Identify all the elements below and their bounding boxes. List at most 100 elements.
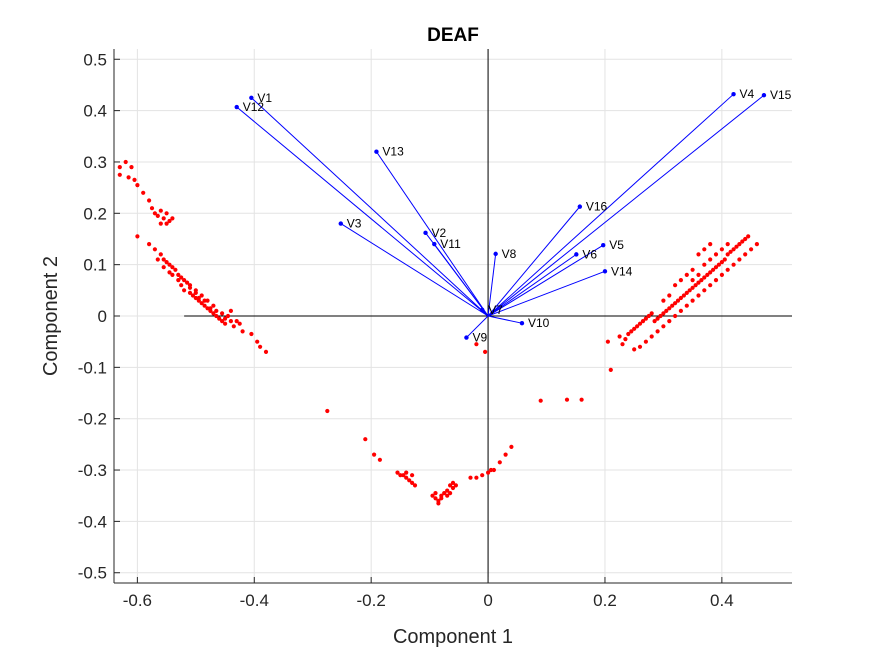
data-point (196, 295, 201, 301)
data-point (728, 249, 733, 254)
data-point (149, 206, 155, 211)
data-point (395, 470, 400, 475)
data-point (255, 339, 260, 344)
vector-label: V12 (243, 100, 265, 114)
data-point (147, 198, 152, 203)
data-point (135, 234, 140, 239)
data-point (608, 367, 613, 372)
data-point (702, 275, 707, 280)
data-point (430, 493, 435, 498)
vectors (234, 91, 767, 340)
data-point (690, 298, 695, 303)
x-tick-label: -0.4 (240, 591, 269, 610)
data-point (667, 319, 672, 324)
data-point (199, 293, 204, 298)
data-point (673, 301, 678, 306)
y-tick-label: -0.1 (78, 358, 107, 377)
data-point (205, 306, 210, 311)
data-point (483, 349, 488, 354)
vector-label: V6 (582, 247, 597, 261)
data-point (135, 183, 140, 188)
x-axis-label: Component 1 (393, 626, 513, 648)
data-point (702, 262, 707, 267)
data-point (667, 306, 672, 311)
chart-title: DEAF (427, 25, 479, 46)
data-point (678, 308, 684, 313)
data-point (637, 344, 643, 349)
data-point (564, 397, 570, 402)
data-point (158, 221, 163, 226)
data-point (237, 321, 242, 326)
data-point (141, 190, 146, 195)
data-point (661, 298, 666, 303)
data-point (629, 329, 634, 334)
data-point (176, 278, 181, 283)
x-tick-label: 0 (483, 591, 492, 610)
data-point (696, 293, 701, 298)
data-point (433, 496, 438, 501)
data-point (696, 252, 701, 257)
data-point (453, 483, 458, 488)
data-point (182, 288, 187, 293)
data-point (538, 398, 543, 403)
data-point (173, 267, 178, 272)
vector-label: V5 (609, 238, 624, 252)
data-point (743, 252, 748, 257)
data-point (450, 480, 456, 485)
data-point (725, 267, 730, 272)
data-point (167, 270, 172, 275)
y-tick-label: 0.3 (83, 153, 107, 172)
data-point (743, 236, 748, 242)
vector-label: V13 (382, 145, 404, 159)
data-point (746, 234, 751, 239)
vector-endpoint (338, 221, 343, 226)
vector-label: V15 (770, 88, 792, 102)
data-point (480, 473, 485, 478)
data-point (678, 295, 684, 301)
y-tick-label: 0.4 (83, 102, 107, 121)
data-point (377, 457, 382, 462)
vector-line (236, 106, 489, 317)
y-ticks: -0.5 -0.4 -0.3 -0.2 -0.1 0 0.1 0.2 0.3 0.4 0.5 (78, 50, 120, 583)
data-point (716, 262, 722, 267)
data-point (161, 216, 166, 221)
vector-label: V8 (502, 247, 517, 261)
data-point (725, 252, 730, 257)
vector-label: V1 (257, 91, 272, 105)
data-point (708, 242, 713, 247)
data-point (152, 211, 157, 216)
data-point (737, 242, 742, 247)
data-point (176, 272, 181, 277)
y-tick-label: -0.2 (78, 410, 107, 429)
data-point (719, 247, 725, 252)
vector-endpoint (374, 149, 379, 154)
data-point (713, 265, 719, 270)
data-point (433, 491, 438, 496)
vector-line (376, 151, 489, 317)
data-point (687, 288, 692, 293)
data-point (228, 308, 233, 313)
data-point (164, 260, 169, 265)
data-point (711, 267, 716, 272)
data-point (690, 285, 695, 290)
points (117, 159, 760, 506)
data-point (626, 331, 631, 337)
data-point (699, 278, 704, 283)
vector-endpoint (731, 91, 736, 97)
data-point (158, 208, 163, 213)
data-point (450, 485, 456, 491)
data-point (436, 501, 441, 506)
vector-endpoint (577, 204, 583, 209)
vector-endpoint (480, 307, 485, 313)
data-point (605, 339, 611, 344)
data-point (231, 324, 236, 329)
vector-endpoint (464, 335, 469, 340)
data-point (187, 290, 193, 295)
vector-line (340, 223, 489, 317)
data-point (632, 326, 637, 331)
data-point (696, 280, 701, 285)
data-point (623, 337, 628, 342)
data-point (702, 247, 707, 252)
